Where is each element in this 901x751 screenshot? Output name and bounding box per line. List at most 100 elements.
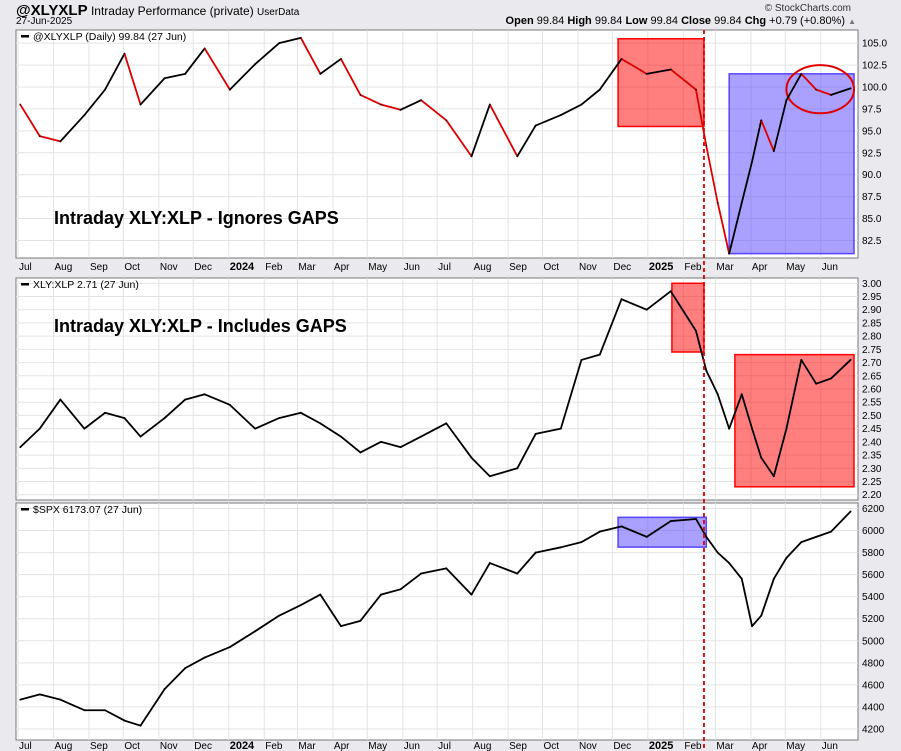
data-point: [849, 510, 852, 513]
x-tick-label: Apr: [334, 741, 350, 751]
data-point: [773, 475, 775, 478]
data-point: [59, 398, 62, 401]
y-tick-label: 6000: [862, 526, 885, 537]
data-point: [104, 709, 106, 712]
data-point: [38, 427, 41, 430]
x-tick-label: Mar: [298, 262, 316, 273]
legend-swatch: [21, 35, 29, 38]
data-point: [203, 393, 206, 396]
series-segment: [785, 72, 803, 102]
x-tick-label: Feb: [684, 741, 702, 751]
data-point: [620, 525, 623, 528]
data-point: [163, 417, 166, 419]
data-point: [380, 103, 382, 106]
series-segment: [83, 88, 106, 116]
y-tick-label: 5600: [862, 570, 885, 581]
data-point: [254, 630, 256, 633]
series-segment: [716, 551, 731, 564]
chg-value: +0.79 (+0.80%): [769, 15, 846, 27]
series-segment: [830, 510, 852, 533]
data-point: [229, 404, 231, 406]
data-point: [740, 578, 743, 580]
data-point: [59, 698, 62, 701]
data-point: [340, 435, 342, 438]
series-segment: [139, 77, 166, 106]
series-segment: [123, 417, 142, 438]
data-point: [751, 160, 753, 163]
series-segment: [278, 36, 302, 45]
data-point: [229, 88, 231, 91]
data-point: [598, 88, 601, 91]
series-segment: [359, 93, 382, 106]
data-point: [83, 114, 86, 116]
x-tick-label: Aug: [474, 741, 492, 751]
series-segment: [19, 103, 41, 138]
series-segment: [772, 427, 788, 478]
series-segment: [359, 593, 382, 622]
series-segment: [740, 160, 753, 204]
data-point: [760, 614, 763, 617]
data-point: [83, 709, 86, 712]
series-segment: [38, 398, 62, 430]
x-tick-label: Feb: [684, 262, 702, 273]
series-segment: [559, 103, 583, 116]
series-segment: [399, 572, 423, 591]
series-segment: [184, 656, 206, 670]
close-label: Close: [681, 15, 712, 27]
series-segment: [104, 52, 126, 91]
data-point: [695, 330, 697, 332]
data-point: [705, 144, 708, 147]
data-point: [184, 73, 186, 75]
data-point: [104, 411, 106, 414]
series-segment: [163, 667, 187, 690]
series-segment: [445, 567, 473, 596]
series-segment: [488, 562, 519, 575]
series-segment: [785, 541, 803, 559]
y-tick-label: 85.0: [862, 214, 882, 225]
data-point: [139, 435, 142, 438]
x-tick-label: Nov: [160, 262, 178, 273]
series-segment: [516, 124, 537, 158]
series-segment: [38, 693, 62, 701]
series-segment: [740, 393, 753, 430]
series-segment: [760, 577, 775, 617]
data-point: [38, 135, 41, 137]
x-tick-label: Mar: [716, 741, 734, 751]
data-point: [489, 475, 491, 478]
highlight-box: [617, 38, 705, 128]
data-point: [695, 518, 697, 520]
data-point: [489, 103, 491, 106]
y-tick-label: 92.5: [862, 148, 882, 159]
series-segment: [516, 551, 537, 575]
series-segment: [598, 298, 623, 356]
series-segment: [516, 433, 537, 470]
x-tick-label: Dec: [613, 741, 631, 751]
x-tick-label: Sep: [509, 741, 527, 751]
data-point: [598, 530, 601, 533]
data-point: [399, 109, 402, 111]
x-tick-label: Jul: [438, 262, 451, 273]
y-tick-label: 2.85: [862, 318, 882, 329]
x-tick-label: Oct: [544, 741, 560, 751]
y-tick-label: 2.70: [862, 358, 882, 369]
data-point: [278, 614, 280, 617]
series-segment: [299, 36, 322, 75]
open-value: 99.84: [536, 15, 565, 27]
data-point: [815, 536, 818, 538]
data-point: [254, 63, 256, 65]
data-point: [445, 119, 448, 122]
y-tick-label: 4800: [862, 658, 885, 669]
data-point: [489, 562, 491, 564]
series-segment: [559, 359, 583, 430]
open-label: Open: [505, 15, 534, 27]
series-segment: [340, 58, 362, 96]
series-segment: [705, 535, 719, 554]
x-tick-label: Apr: [334, 262, 350, 273]
collapse-icon[interactable]: ▲: [848, 17, 856, 26]
series-segment: [470, 103, 491, 158]
data-point: [620, 58, 623, 60]
data-point: [645, 73, 648, 75]
series-segment: [669, 290, 697, 332]
y-tick-label: 105.0: [862, 39, 887, 50]
data-point: [716, 201, 719, 204]
